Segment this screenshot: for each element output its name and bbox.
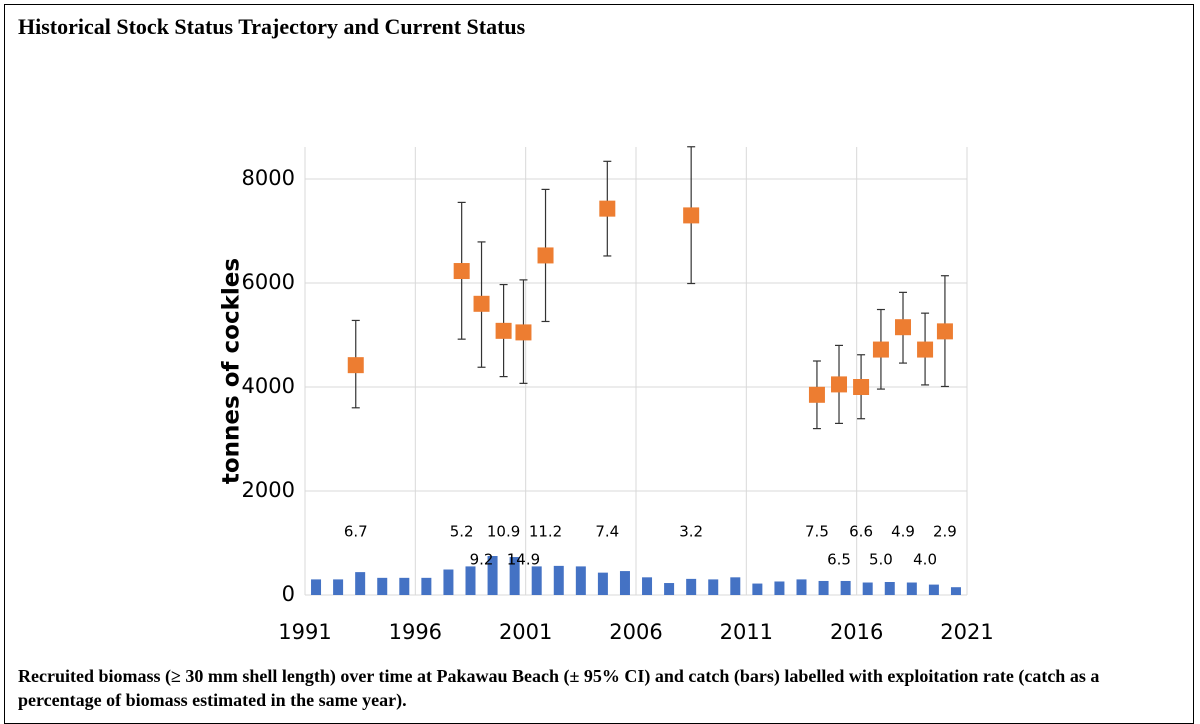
y-tick-label: 0 <box>282 582 295 606</box>
bar <box>708 579 719 595</box>
rate-label: 2.9 <box>933 523 957 541</box>
point <box>453 263 470 280</box>
x-tick-label: 1996 <box>389 620 442 644</box>
bar <box>818 580 829 595</box>
rate-label: 14.9 <box>507 551 540 569</box>
y-tick-label: 6000 <box>242 270 295 294</box>
bar <box>686 578 697 595</box>
rate-label: 5.2 <box>450 523 474 541</box>
y-tick-label: 8000 <box>242 166 295 190</box>
bar <box>597 572 608 595</box>
bar <box>531 566 542 595</box>
point <box>495 322 512 339</box>
x-tick-label: 2021 <box>940 620 993 644</box>
bar <box>796 579 807 595</box>
rate-label: 3.2 <box>679 523 703 541</box>
bar <box>862 582 873 595</box>
bar <box>553 565 564 595</box>
bar <box>752 583 763 595</box>
point <box>599 200 616 217</box>
bar <box>311 579 322 595</box>
rate-label: 6.5 <box>827 551 851 569</box>
point <box>473 295 490 312</box>
y-axis-label: tonnes of cockles <box>219 258 245 484</box>
bar <box>575 566 586 595</box>
bar <box>619 571 630 595</box>
rate-label: 11.2 <box>529 523 562 541</box>
rate-label: 7.5 <box>805 523 829 541</box>
point <box>683 207 700 224</box>
point <box>872 341 889 358</box>
point <box>831 376 848 393</box>
rate-label: 7.4 <box>595 523 619 541</box>
bar <box>906 582 917 595</box>
point <box>917 341 934 358</box>
point <box>808 386 825 403</box>
bar <box>421 577 432 595</box>
point <box>936 323 953 340</box>
x-tick-label: 2006 <box>609 620 662 644</box>
x-tick-label: 2011 <box>720 620 773 644</box>
rate-label: 4.9 <box>891 523 915 541</box>
y-tick-label: 2000 <box>242 478 295 502</box>
bar <box>487 556 498 595</box>
rate-label: 5.0 <box>869 551 893 569</box>
caption: Recruited biomass (≥ 30 mm shell length)… <box>18 666 1100 710</box>
bar <box>642 577 653 595</box>
bar <box>774 581 785 595</box>
bar <box>950 587 961 595</box>
bar <box>884 582 895 595</box>
rate-label: 9.2 <box>470 551 494 569</box>
rate-label: 6.7 <box>344 523 368 541</box>
bar <box>443 569 454 595</box>
rate-label: 6.6 <box>849 523 873 541</box>
point <box>895 319 912 336</box>
bar <box>664 583 675 595</box>
rate-label: 10.9 <box>487 523 520 541</box>
bar <box>399 577 410 595</box>
rate-label: 4.0 <box>913 551 937 569</box>
point <box>537 247 554 264</box>
y-tick-label: 4000 <box>242 374 295 398</box>
bar <box>840 580 851 595</box>
point <box>347 357 364 374</box>
bar <box>333 579 344 595</box>
bar <box>465 566 476 595</box>
bar <box>509 557 520 595</box>
bar <box>928 584 939 595</box>
title: Historical Stock Status Trajectory and C… <box>18 14 526 39</box>
bar <box>730 577 741 595</box>
x-tick-label: 1991 <box>278 620 331 644</box>
x-tick-label: 2016 <box>830 620 883 644</box>
bar <box>377 577 388 595</box>
point <box>853 379 870 395</box>
x-tick-label: 2001 <box>499 620 552 644</box>
chart: tonnes of cockles 0 2000 4000 6000 8000 1991 1… <box>219 146 994 644</box>
point <box>515 324 532 341</box>
bar <box>355 572 366 595</box>
